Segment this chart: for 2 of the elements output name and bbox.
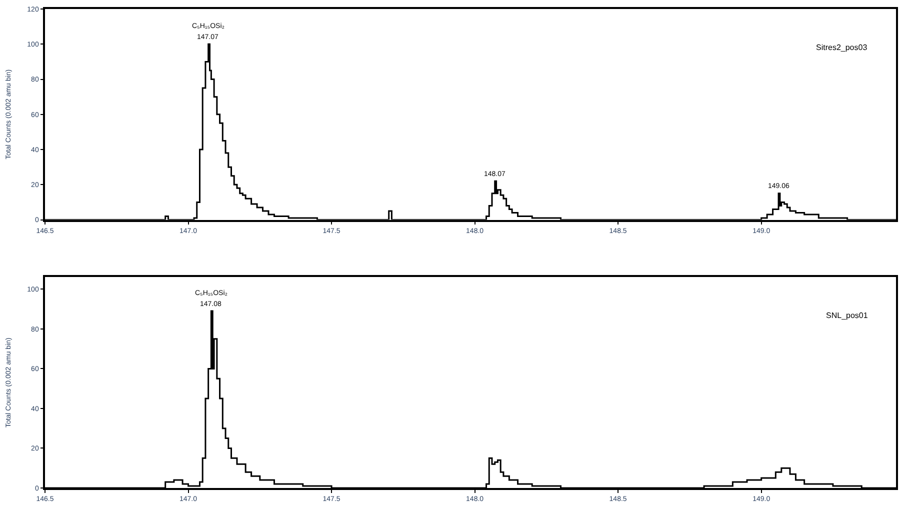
text: Sitres2_pos03 (816, 43, 868, 52)
text: SNL_pos01 (826, 311, 868, 320)
